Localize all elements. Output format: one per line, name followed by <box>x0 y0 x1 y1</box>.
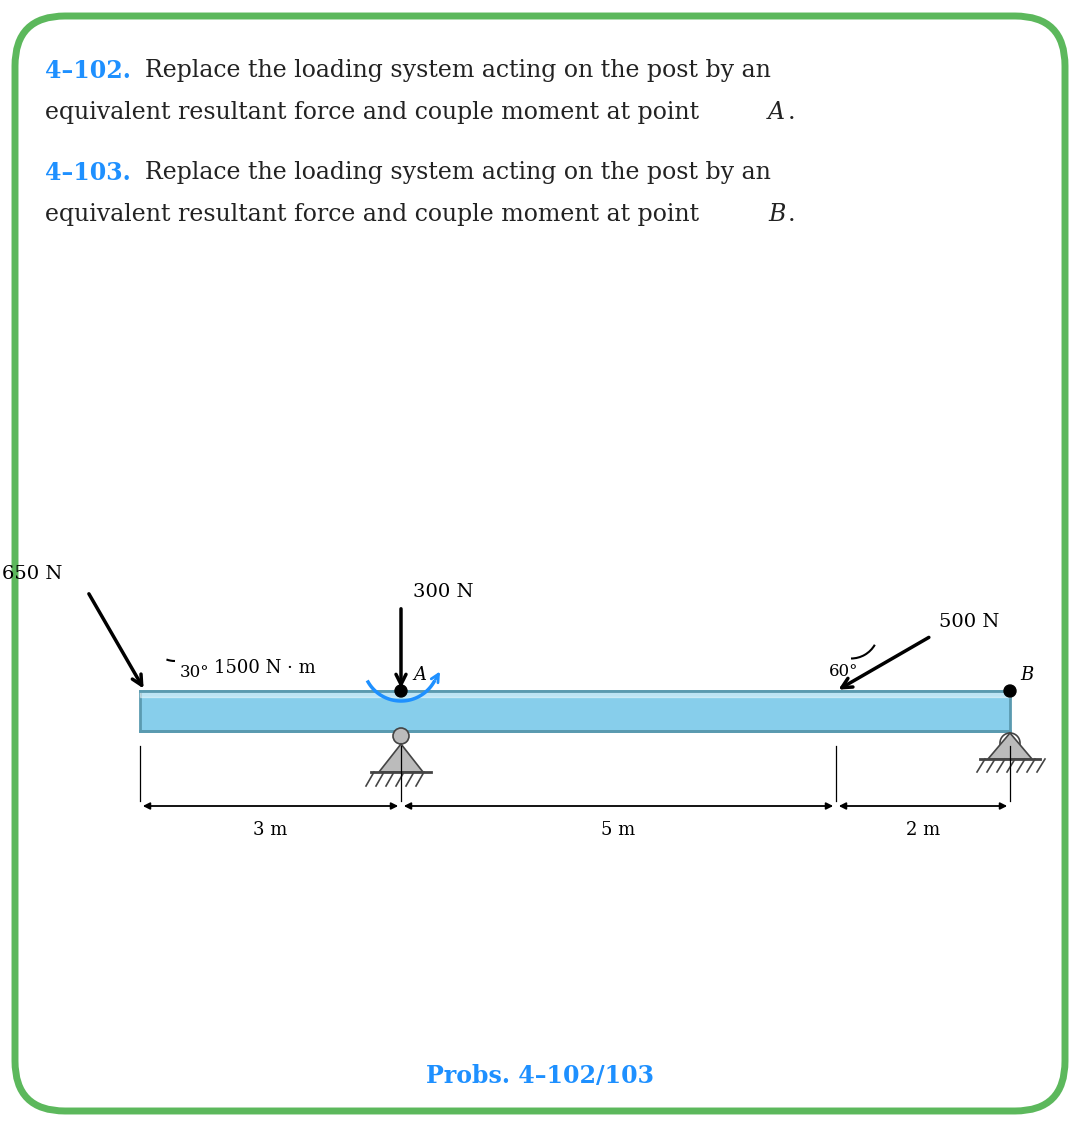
Polygon shape <box>379 744 423 772</box>
Text: .: . <box>788 101 796 124</box>
Text: 4–102.: 4–102. <box>45 59 131 83</box>
Text: equivalent resultant force and couple moment at point: equivalent resultant force and couple mo… <box>45 101 706 124</box>
Text: 3 m: 3 m <box>254 821 287 839</box>
Circle shape <box>393 728 409 744</box>
Text: Replace the loading system acting on the post by an: Replace the loading system acting on the… <box>145 59 771 82</box>
Text: 500 N: 500 N <box>940 613 1000 631</box>
Text: 2 m: 2 m <box>906 821 940 839</box>
Text: equivalent resultant force and couple moment at point: equivalent resultant force and couple mo… <box>45 203 706 226</box>
Text: 5 m: 5 m <box>602 821 636 839</box>
Text: 30°: 30° <box>180 664 210 680</box>
Circle shape <box>1000 733 1020 753</box>
Text: B: B <box>768 203 785 226</box>
Text: 1500 N · m: 1500 N · m <box>214 659 316 677</box>
Text: Probs. 4–102/103: Probs. 4–102/103 <box>426 1064 654 1088</box>
Text: 4–103.: 4–103. <box>45 161 131 185</box>
Text: .: . <box>788 203 796 226</box>
Polygon shape <box>988 733 1032 759</box>
FancyBboxPatch shape <box>15 16 1065 1111</box>
Text: B: B <box>1020 666 1034 684</box>
Text: A: A <box>413 666 426 684</box>
Circle shape <box>1004 685 1016 697</box>
Text: A: A <box>768 101 785 124</box>
Text: 300 N: 300 N <box>413 583 473 601</box>
Text: 650 N: 650 N <box>2 565 63 583</box>
Text: 60°: 60° <box>829 663 859 680</box>
Bar <box>140 691 1010 731</box>
Circle shape <box>395 685 407 697</box>
Text: Replace the loading system acting on the post by an: Replace the loading system acting on the… <box>145 161 771 184</box>
